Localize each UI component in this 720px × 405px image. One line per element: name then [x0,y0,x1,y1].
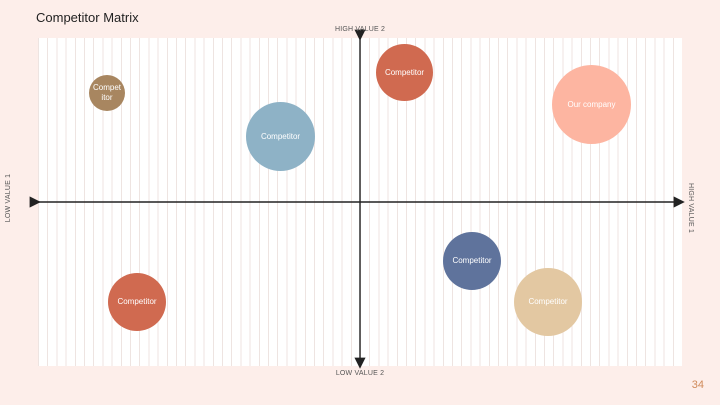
bubble-label: Competitor [260,131,301,141]
bubble-label: Competitor [528,297,568,306]
competitor-bubble[interactable]: Competitor [443,232,501,290]
competitor-bubble[interactable]: Competitor [376,44,433,101]
our-company-bubble[interactable]: Our company [552,65,631,144]
axis-label-top: HIGH VALUE 2 [334,26,386,33]
competitor-bubble[interactable]: Competitor [246,102,315,171]
axis-label-bottom: LOW VALUE 2 [335,370,385,377]
competitor-bubble[interactable]: Competitor [108,273,166,331]
bubble-label: Competitor [452,256,492,265]
axis-label-right: HIGH VALUE 1 [687,182,694,234]
competitor-bubble[interactable]: Competitor [514,268,582,336]
competitor-bubble[interactable]: Compet itor [89,75,125,111]
bubble-label: Compet itor [92,83,121,102]
bubble-label: Our company [567,99,616,109]
bubble-label: Competitor [117,297,157,306]
slide-title: Competitor Matrix [36,10,139,25]
axis-label-left: LOW VALUE 1 [5,173,12,223]
bubble-label: Competitor [384,67,425,77]
page-number: 34 [691,379,704,391]
